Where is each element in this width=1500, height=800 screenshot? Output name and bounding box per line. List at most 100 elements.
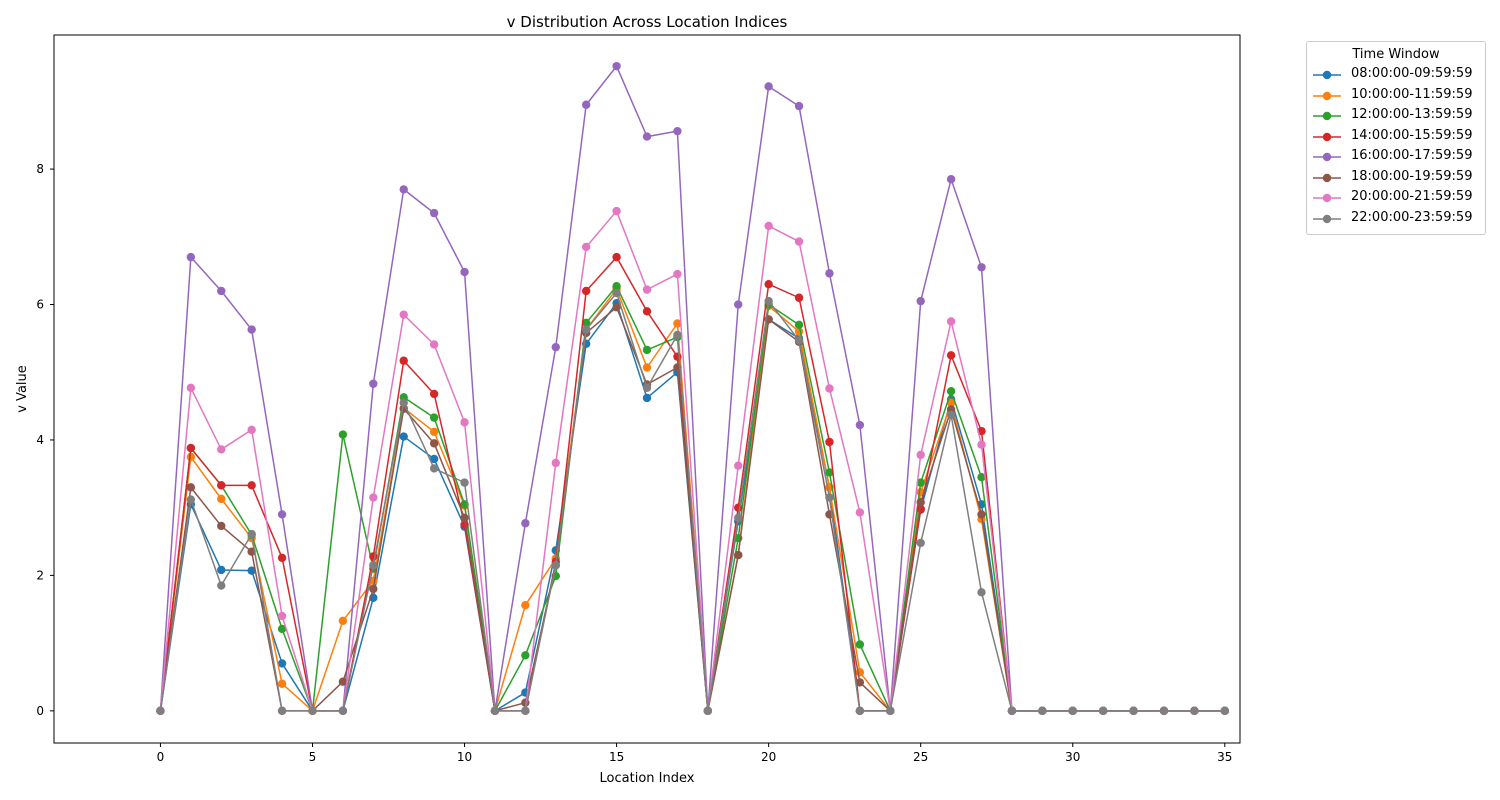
data-point [429, 208, 439, 218]
data-point [916, 478, 925, 487]
series-0 [156, 298, 1229, 716]
data-point [977, 263, 986, 272]
y-tick-label: 2 [36, 568, 44, 582]
data-point [581, 325, 591, 334]
data-point [429, 413, 439, 422]
legend-entry: 16:00:00-17:59:59 [1307, 147, 1485, 168]
legend-label: 16:00:00-17:59:59 [1351, 148, 1473, 163]
data-point [612, 206, 621, 216]
data-point [581, 100, 591, 109]
data-point [186, 452, 196, 462]
data-point [338, 706, 348, 716]
data-point [1190, 706, 1199, 716]
data-point [429, 340, 439, 349]
legend-swatch-marker [1322, 214, 1332, 223]
data-point [247, 566, 256, 575]
data-point [399, 185, 408, 194]
data-point [764, 221, 773, 231]
legend-entry: 22:00:00-23:59:59 [1307, 209, 1485, 230]
data-point [217, 565, 226, 575]
legend-swatch-icon [1313, 214, 1341, 223]
plot-area-frame [53, 34, 1241, 744]
data-point [673, 269, 682, 279]
legend-entry: 12:00:00-13:59:59 [1307, 106, 1485, 127]
data-point [369, 561, 378, 570]
data-point [277, 706, 287, 716]
data-point [612, 252, 621, 262]
legend-label: 14:00:00-15:59:59 [1351, 127, 1473, 143]
series-4 [156, 61, 1229, 716]
data-point [642, 393, 652, 403]
series-7 [156, 288, 1229, 716]
data-point [399, 310, 408, 319]
data-point [429, 454, 439, 464]
data-point [429, 389, 439, 399]
legend-entry: 18:00:00-19:59:59 [1307, 168, 1485, 189]
data-point [217, 494, 226, 504]
data-point [521, 600, 530, 610]
data-point [581, 242, 591, 252]
data-point [551, 561, 560, 570]
data-point [612, 288, 621, 298]
data-point [916, 450, 925, 460]
series-line [159, 65, 1225, 712]
data-point [1007, 706, 1017, 716]
legend-swatch-marker [1322, 152, 1332, 162]
chart-title: v Distribution Across Location Indices [507, 13, 788, 31]
data-point [946, 387, 956, 396]
legend-swatch-marker [1322, 193, 1332, 203]
legend-entry: 14:00:00-15:59:59 [1307, 127, 1485, 148]
data-point [642, 383, 652, 393]
legend-swatch-icon [1313, 70, 1341, 80]
data-point [338, 430, 348, 439]
data-point [764, 82, 773, 91]
data-point [521, 651, 530, 660]
data-point [460, 267, 469, 277]
legend-label: 22:00:00-23:59:59 [1351, 209, 1473, 225]
data-point [186, 252, 196, 262]
data-point [673, 330, 682, 340]
data-point [946, 410, 956, 420]
legend-swatch-icon [1313, 132, 1341, 141]
series-layer [156, 61, 1229, 716]
data-point [1038, 706, 1047, 716]
data-point [794, 336, 804, 345]
data-point [977, 588, 986, 597]
y-tick-label: 8 [36, 162, 44, 176]
data-point [429, 427, 439, 437]
data-point [399, 356, 408, 365]
data-point [399, 432, 408, 441]
series-6 [156, 206, 1229, 716]
data-point [1098, 706, 1108, 716]
data-point [217, 521, 226, 531]
data-point [916, 296, 925, 306]
data-point [855, 678, 865, 687]
series-line [159, 292, 1225, 712]
data-point [977, 510, 986, 519]
x-tick-label: 25 [913, 750, 928, 764]
data-point [429, 464, 439, 473]
data-point [794, 237, 804, 246]
data-point [521, 519, 530, 528]
data-point [460, 418, 469, 427]
data-point [277, 611, 287, 621]
data-point [247, 325, 256, 334]
x-tick-label: 20 [761, 750, 776, 764]
data-point [946, 175, 956, 184]
data-point [886, 706, 895, 716]
data-point [946, 351, 956, 360]
data-point [1220, 706, 1229, 716]
data-point [1159, 706, 1169, 716]
data-point [794, 320, 804, 330]
data-point [277, 510, 287, 519]
y-tick-label: 6 [36, 298, 44, 312]
data-point [399, 398, 408, 407]
data-point [825, 269, 834, 278]
data-point [217, 581, 226, 590]
data-point [460, 513, 469, 523]
data-point [642, 307, 652, 316]
data-point [673, 126, 682, 136]
legend-swatch-marker [1322, 173, 1332, 182]
data-point [277, 553, 287, 562]
data-point [734, 503, 743, 512]
